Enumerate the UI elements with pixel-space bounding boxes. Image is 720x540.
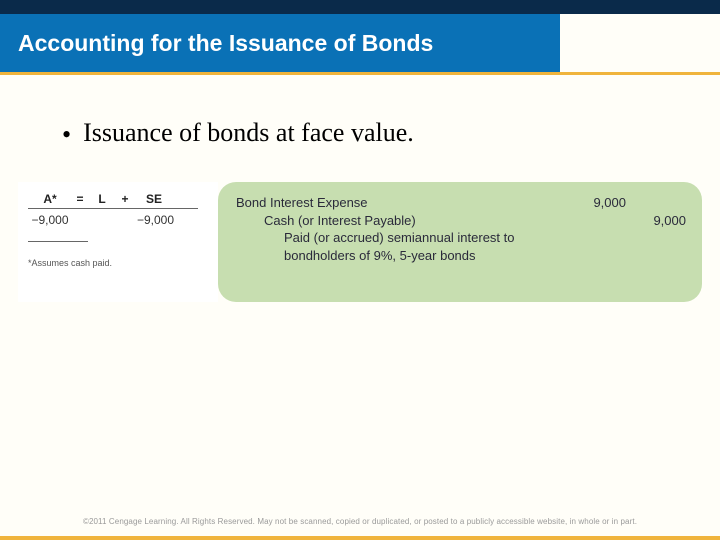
eq-header-se: SE [134, 192, 174, 206]
equation-header: A* = L + SE [28, 192, 208, 206]
eq-val-se: −9,000 [134, 213, 174, 227]
je-credit-blank [626, 194, 686, 212]
journal-entry-text: Bond Interest Expense Cash (or Interest … [236, 194, 566, 264]
eq-header-equals: = [72, 192, 88, 206]
eq-val-eq [72, 213, 88, 227]
je-credit-amount: 9,000 [626, 212, 686, 230]
je-debit-amount: 9,000 [566, 194, 626, 212]
accounting-equation-panel: A* = L + SE −9,000 −9,000 *Assumes cash … [18, 182, 218, 302]
header-dark-bar [0, 0, 720, 14]
eq-footnote: *Assumes cash paid. [28, 258, 208, 268]
journal-entry-panel: Bond Interest Expense Cash (or Interest … [218, 182, 702, 302]
accounting-figure: A* = L + SE −9,000 −9,000 *Assumes cash … [18, 182, 702, 302]
copyright-text: ©2011 Cengage Learning. All Rights Reser… [0, 517, 720, 526]
eq-val-a: −9,000 [28, 213, 72, 227]
accent-line [0, 72, 720, 75]
je-credit-col: 9,000 [626, 194, 686, 229]
je-description-2: bondholders of 9%, 5-year bonds [236, 247, 566, 265]
equation-values: −9,000 −9,000 [28, 213, 208, 227]
eq-val-plus [116, 213, 134, 227]
je-description-1: Paid (or accrued) semiannual interest to [236, 229, 566, 247]
slide-title: Accounting for the Issuance of Bonds [18, 30, 433, 57]
bullet-marker: • [62, 122, 71, 148]
je-credit-account: Cash (or Interest Payable) [236, 212, 566, 230]
eq-header-a: A* [28, 192, 72, 206]
je-debit-account: Bond Interest Expense [236, 194, 566, 212]
journal-entry-amounts: 9,000 9,000 [566, 194, 686, 229]
bullet-item: • Issuance of bonds at face value. [62, 118, 414, 148]
eq-header-plus: + [116, 192, 134, 206]
bullet-text: Issuance of bonds at face value. [83, 118, 414, 148]
je-debit-col: 9,000 [566, 194, 626, 229]
title-band: Accounting for the Issuance of Bonds [0, 14, 560, 72]
eq-rule-2 [28, 241, 88, 242]
eq-rule [28, 208, 198, 209]
eq-header-l: L [88, 192, 116, 206]
slide: Accounting for the Issuance of Bonds • I… [0, 0, 720, 540]
eq-val-l [88, 213, 116, 227]
